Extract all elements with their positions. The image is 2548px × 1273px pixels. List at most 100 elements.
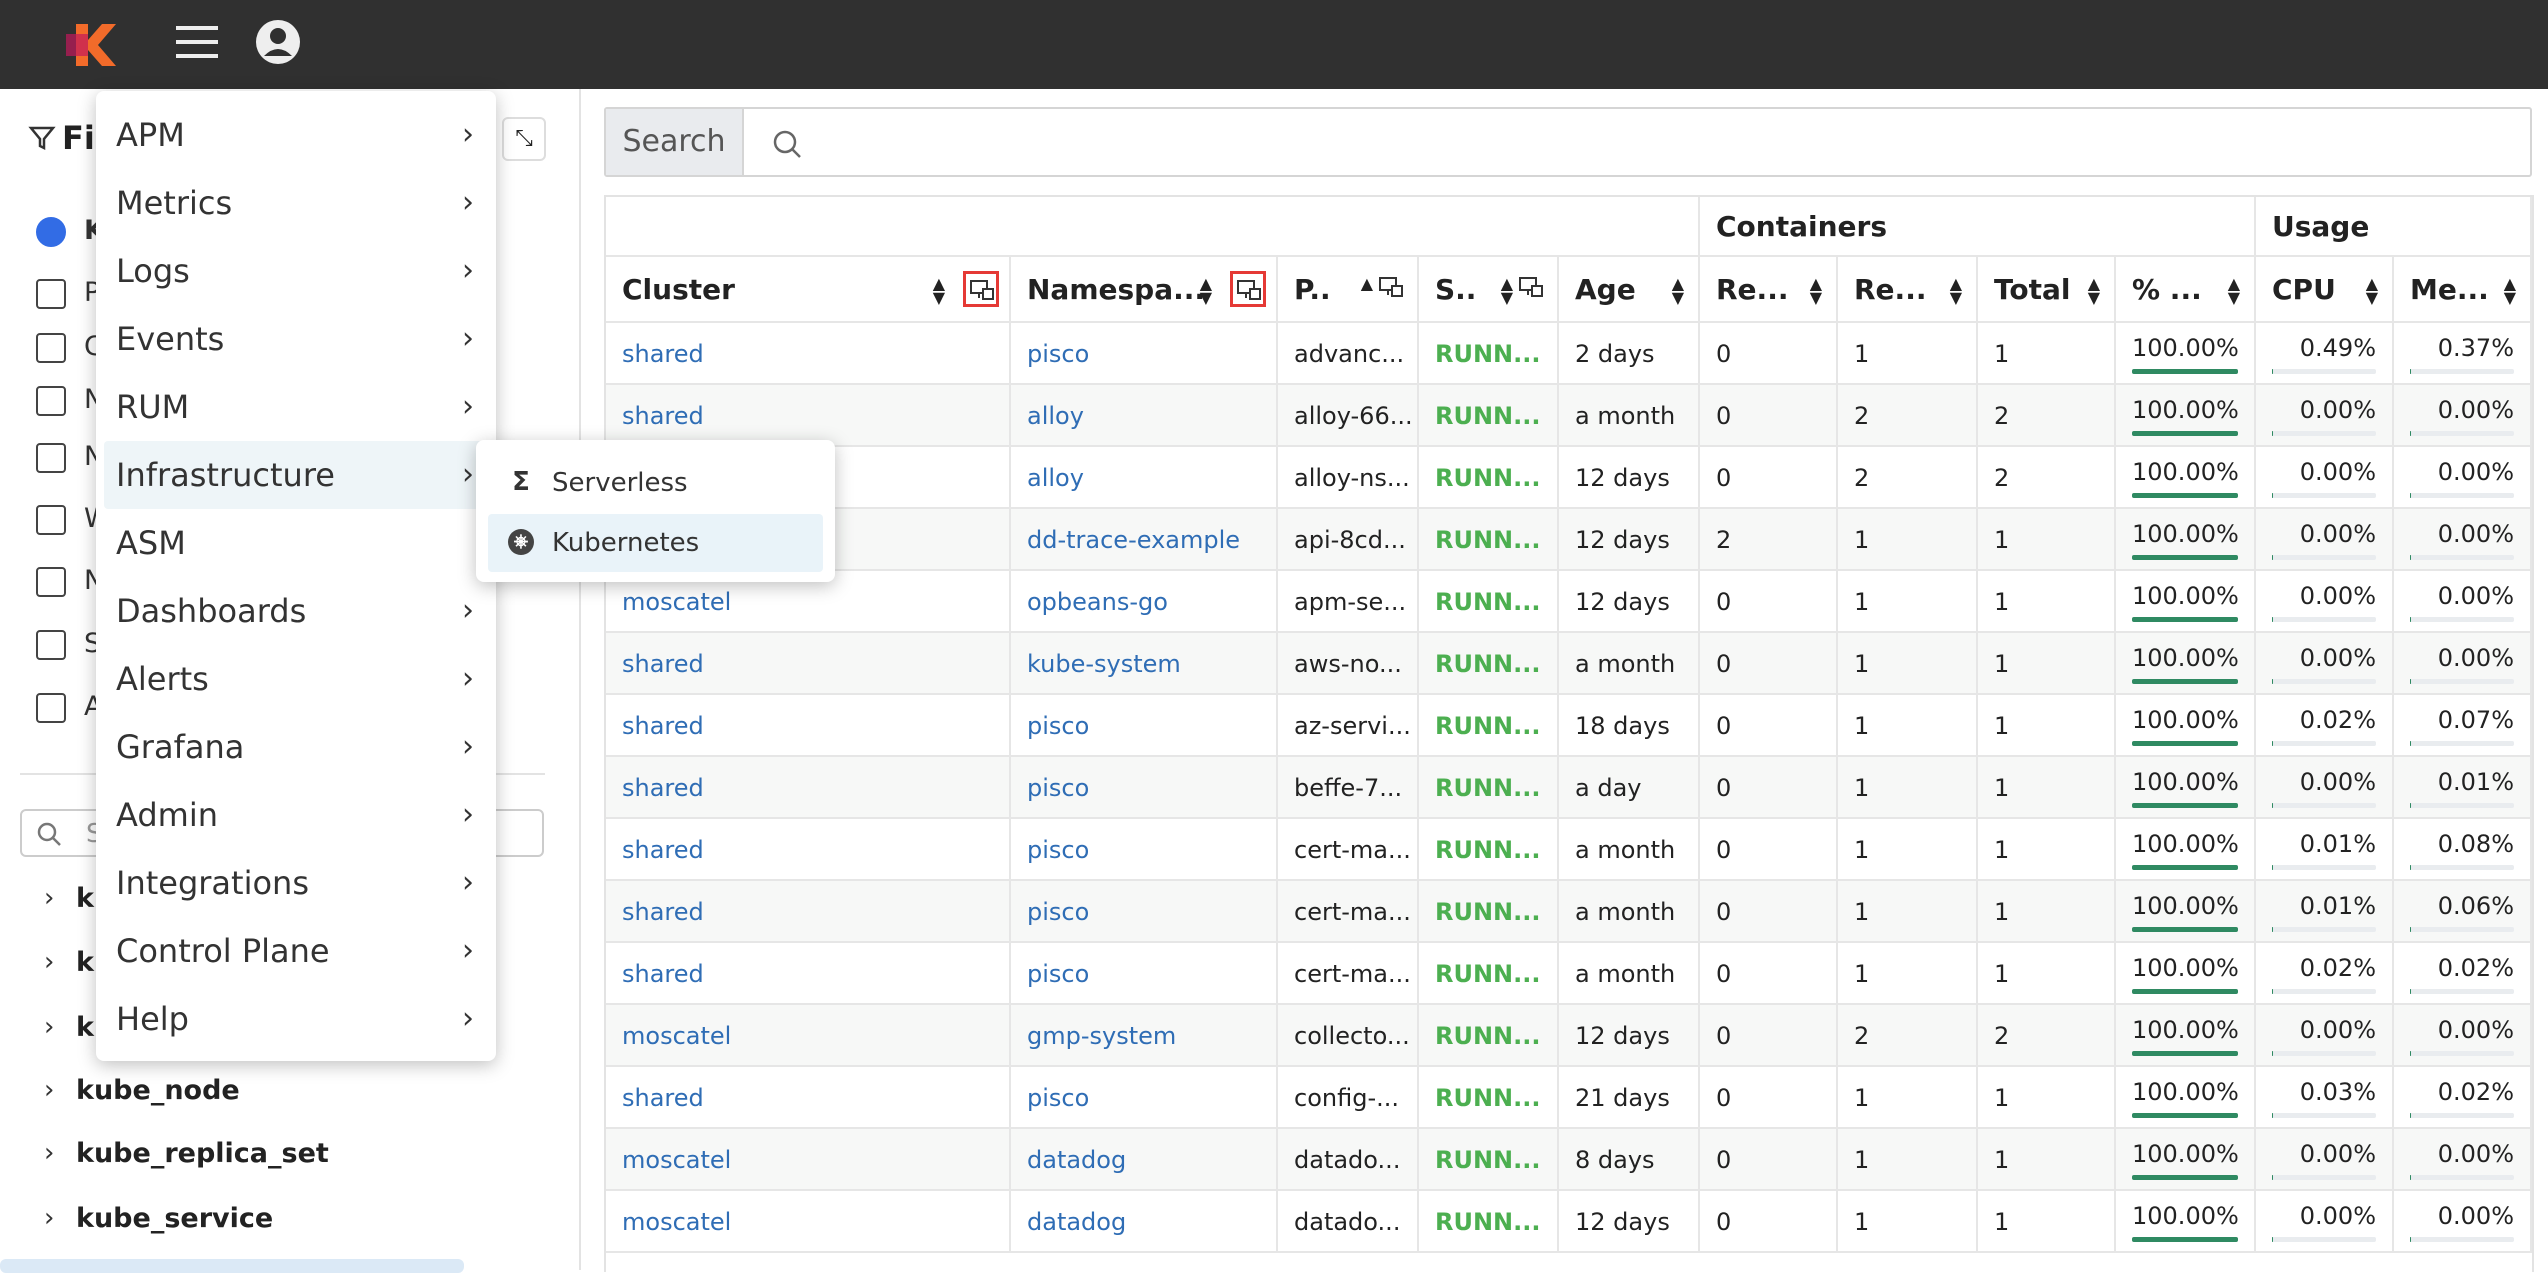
menu-item[interactable]: Logs › — [104, 237, 488, 305]
usage-bar — [2272, 555, 2273, 560]
table-cell[interactable]: gmp-system — [1011, 1005, 1278, 1067]
table-cell[interactable]: pisco — [1011, 323, 1278, 385]
menu-item[interactable]: Alerts › — [104, 645, 488, 713]
menu-item[interactable]: Control Plane › — [104, 917, 488, 985]
column-header[interactable]: P.. ▲ — [1278, 257, 1419, 323]
sort-icon[interactable]: ▲ ▼ — [2227, 274, 2240, 307]
menu-item[interactable]: Help › — [104, 985, 488, 1053]
usage-bar-track — [2410, 741, 2514, 746]
cell-text: api-8cd... — [1294, 526, 1406, 554]
column-filter-icon[interactable] — [1375, 271, 1411, 307]
column-header[interactable]: Me... ▲ ▼ — [2394, 257, 2532, 323]
search-bar[interactable]: Search — [604, 107, 2532, 177]
cell-text: 0.07% — [2437, 706, 2514, 734]
table-cell[interactable]: shared — [606, 1067, 1011, 1129]
column-filter-icon[interactable] — [963, 271, 999, 307]
table-cell: a month — [1559, 633, 1700, 695]
table-cell[interactable]: datadog — [1011, 1129, 1278, 1191]
tree-item[interactable]: kube_node — [76, 1075, 240, 1106]
table-cell[interactable]: pisco — [1011, 757, 1278, 819]
sort-icon[interactable]: ▲ ▼ — [1949, 274, 1962, 307]
column-header[interactable]: Re... ▲ ▼ — [1838, 257, 1978, 323]
sort-icon[interactable]: ▲ ▼ — [2087, 274, 2100, 307]
sort-icon[interactable]: ▲ ▼ — [2503, 274, 2516, 307]
cell-text: a month — [1575, 650, 1676, 678]
cell-text: 100.00% — [2132, 334, 2239, 362]
table-cell: 21 days — [1559, 1067, 1700, 1129]
sort-icon[interactable]: ▲ ▼ — [1500, 274, 1513, 307]
menu-item[interactable]: Infrastructure › — [104, 441, 488, 509]
usage-bar — [2132, 803, 2238, 808]
table-cell[interactable]: shared — [606, 633, 1011, 695]
sort-icon[interactable]: ▲ ▼ — [1671, 274, 1684, 307]
logo[interactable] — [66, 20, 120, 70]
column-header[interactable]: % ... ▲ ▼ — [2116, 257, 2256, 323]
table-cell[interactable]: moscatel — [606, 1191, 1011, 1253]
submenu-item[interactable]: Kubernetes ⎈ — [488, 514, 823, 572]
tree-chevron[interactable]: › — [44, 883, 55, 913]
menu-item[interactable]: Events › — [104, 305, 488, 373]
column-header[interactable]: S.. ▲ ▼ — [1419, 257, 1559, 323]
table-cell[interactable]: shared — [606, 695, 1011, 757]
cell-text: 1 — [1994, 588, 2010, 616]
tree-item[interactable]: kube_service — [76, 1203, 274, 1234]
column-header[interactable]: Age ▲ ▼ — [1559, 257, 1700, 323]
menu-item[interactable]: Metrics › — [104, 169, 488, 237]
column-filter-icon[interactable] — [1230, 271, 1266, 307]
table-cell[interactable]: pisco — [1011, 819, 1278, 881]
sort-icon[interactable]: ▲ ▼ — [1199, 274, 1212, 307]
sort-icon[interactable]: ▲ — [1360, 274, 1373, 293]
cell-text: 8 days — [1575, 1146, 1655, 1174]
column-header[interactable]: Cluster ▲ ▼ — [606, 257, 1011, 323]
collapse-button[interactable]: ⤡ — [502, 117, 546, 161]
submenu-item[interactable]: Serverless Σ — [488, 454, 823, 512]
column-header[interactable]: CPU ▲ ▼ — [2256, 257, 2394, 323]
menu-item[interactable]: Grafana › — [104, 713, 488, 781]
table-cell: 0.00% — [2256, 385, 2394, 447]
menu-item[interactable]: Integrations › — [104, 849, 488, 917]
menu-item[interactable]: APM › — [104, 101, 488, 169]
table-cell[interactable]: alloy — [1011, 385, 1278, 447]
menu-item[interactable]: Dashboards › — [104, 577, 488, 645]
table-cell[interactable]: shared — [606, 757, 1011, 819]
usage-bar — [2272, 989, 2273, 994]
tree-item[interactable]: kube_replica_set — [76, 1138, 329, 1169]
submenu-icon: Σ — [512, 467, 530, 497]
table-cell[interactable]: alloy — [1011, 447, 1278, 509]
table-cell[interactable]: shared — [606, 385, 1011, 447]
tree-chevron[interactable]: › — [44, 947, 55, 977]
table-cell[interactable]: shared — [606, 819, 1011, 881]
hamburger-menu[interactable] — [176, 22, 220, 62]
tree-chevron[interactable]: › — [44, 1075, 55, 1105]
table-cell[interactable]: opbeans-go — [1011, 571, 1278, 633]
table-cell[interactable]: pisco — [1011, 1067, 1278, 1129]
cell-text: 1 — [1854, 1084, 1870, 1112]
table-cell[interactable]: pisco — [1011, 695, 1278, 757]
table-cell[interactable]: shared — [606, 323, 1011, 385]
sort-icon[interactable]: ▲ ▼ — [2365, 274, 2378, 307]
menu-item[interactable]: RUM › — [104, 373, 488, 441]
table-cell[interactable]: moscatel — [606, 1005, 1011, 1067]
tree-chevron[interactable]: › — [44, 1138, 55, 1168]
table-cell[interactable]: pisco — [1011, 943, 1278, 1005]
table-cell[interactable]: dd-trace-example — [1011, 509, 1278, 571]
table-cell[interactable]: kube-system — [1011, 633, 1278, 695]
cell-text: RUNN... — [1435, 588, 1541, 616]
sort-icon[interactable]: ▲ ▼ — [1809, 274, 1822, 307]
tree-chevron[interactable]: › — [44, 1203, 55, 1233]
cell-text: 1 — [1994, 898, 2010, 926]
table-cell[interactable]: moscatel — [606, 1129, 1011, 1191]
table-cell[interactable]: pisco — [1011, 881, 1278, 943]
table-cell[interactable]: shared — [606, 943, 1011, 1005]
column-header[interactable]: Namespa... ▲ ▼ — [1011, 257, 1278, 323]
menu-item[interactable]: Admin › — [104, 781, 488, 849]
user-avatar[interactable] — [254, 18, 302, 66]
column-header[interactable]: Total ▲ ▼ — [1978, 257, 2116, 323]
tree-chevron[interactable]: › — [44, 1012, 55, 1042]
table-cell[interactable]: shared — [606, 881, 1011, 943]
menu-item[interactable]: ASM — [104, 509, 488, 577]
table-cell[interactable]: datadog — [1011, 1191, 1278, 1253]
column-header[interactable]: Re... ▲ ▼ — [1700, 257, 1838, 323]
column-filter-icon[interactable] — [1515, 271, 1551, 307]
sort-icon[interactable]: ▲ ▼ — [932, 274, 945, 307]
